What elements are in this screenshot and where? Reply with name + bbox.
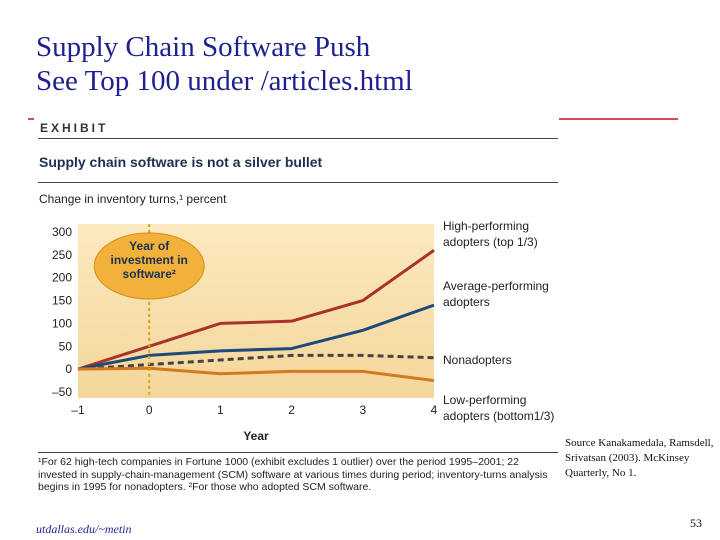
x-tick-label: 1: [217, 403, 224, 417]
x-tick-label: –1: [71, 403, 85, 417]
y-tick-label: 250: [52, 248, 72, 262]
annotation-text: software²: [123, 267, 176, 281]
x-tick-label: 0: [146, 403, 153, 417]
x-tick-label: 2: [288, 403, 295, 417]
y-tick-label: 50: [59, 339, 73, 353]
footer-url: utdallas.edu/~metin: [36, 522, 132, 536]
line-chart: –50 0 50 100 150 200 250 300 –1 0 1 2 3 4 Year High-pe…: [52, 219, 554, 443]
exhibit-rule-footnote: [38, 452, 558, 453]
x-tick-label: 4: [431, 403, 438, 417]
series-label: High-performing: [443, 219, 529, 233]
y-tick-label: 0: [65, 362, 72, 376]
y-axis-label: Change in inventory turns,¹ percent: [39, 192, 227, 206]
footnote: ¹For 62 high-tech companies in Fortune 1…: [38, 456, 548, 493]
series-label: adopters (bottom1/3): [443, 409, 554, 423]
chart-title: Supply chain software is not a silver bu…: [39, 154, 323, 170]
annotation-text: Year of: [129, 239, 170, 253]
page-number: 53: [690, 516, 702, 530]
y-tick-label: 300: [52, 225, 72, 239]
series-label: Average-performing: [443, 279, 549, 293]
annotation-text: investment in: [111, 253, 188, 267]
slide-title-line-2: See Top 100 under /articles.html: [36, 65, 413, 97]
slide-title: Supply Chain Software Push See Top 100 u…: [36, 30, 413, 98]
series-label: Low-performing: [443, 393, 526, 407]
y-tick-label: 200: [52, 271, 72, 285]
series-label: Nonadopters: [443, 353, 512, 367]
exhibit-rule-title: [38, 182, 558, 183]
annotation-bubble: [93, 232, 205, 300]
exhibit-panel: EXHIBIT Supply chain software is not a s…: [34, 112, 559, 530]
series-line: [77, 366, 435, 383]
exhibit-label: EXHIBIT: [40, 121, 109, 135]
series-line: [77, 303, 435, 371]
y-tick-label: 150: [52, 294, 72, 308]
y-tick-label: 100: [52, 316, 72, 330]
x-axis-label: Year: [243, 429, 269, 443]
y-tick-label: –50: [52, 385, 72, 399]
x-tick-label: 3: [359, 403, 366, 417]
series-line: [77, 249, 435, 371]
series-label: adopters: [443, 295, 490, 309]
exhibit-rule-top: [38, 138, 558, 139]
series-label: adopters (top 1/3): [443, 235, 538, 249]
source-citation: Source Kanakamedala, Ramsdell, Srivatsan…: [565, 437, 714, 479]
slide-title-line-1: Supply Chain Software Push: [36, 31, 371, 63]
